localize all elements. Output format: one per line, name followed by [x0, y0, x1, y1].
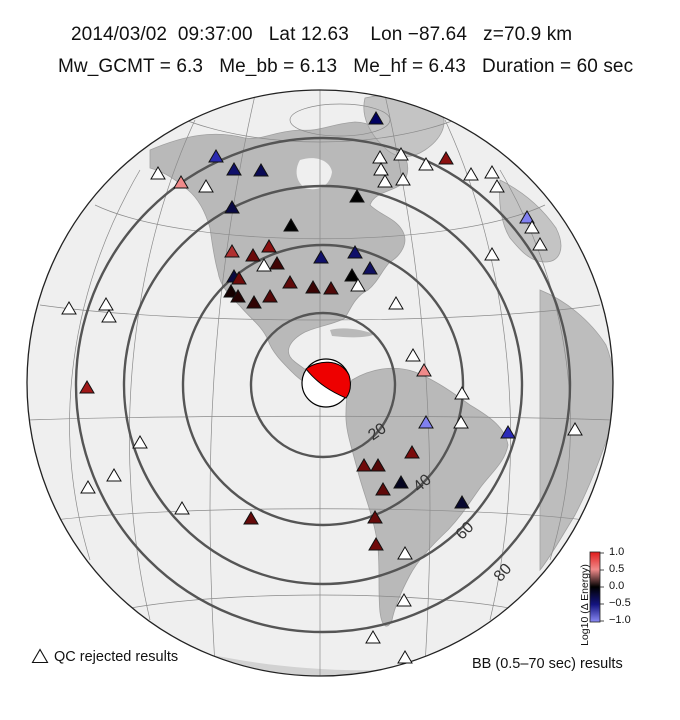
magnitude-info-line: Mw_GCMT = 6.3 Me_bb = 6.13 Me_hf = 6.43 …	[58, 56, 634, 77]
colorbar-tick-label: −0.5	[609, 597, 631, 609]
south-america-landmass	[345, 367, 509, 627]
station-marker	[101, 309, 117, 323]
station-marker	[79, 380, 95, 394]
station-marker	[397, 546, 413, 560]
station-marker	[198, 179, 214, 193]
station-marker	[98, 297, 114, 311]
station-marker	[372, 150, 388, 164]
hudson-bay	[296, 158, 332, 190]
station-marker	[269, 256, 285, 270]
ring-20	[249, 311, 397, 459]
station-marker	[231, 271, 247, 285]
station-marker	[393, 475, 409, 489]
station-marker	[173, 175, 189, 189]
station-marker	[405, 348, 421, 362]
station-marker	[368, 537, 384, 551]
station-marker	[368, 111, 384, 125]
station-marker	[418, 157, 434, 171]
station-marker	[208, 149, 224, 163]
colorbar-title: Log10 (Δ Energy)	[579, 564, 591, 646]
station-marker	[418, 415, 434, 429]
colorbar	[589, 551, 604, 623]
station-markers	[61, 111, 583, 664]
station-marker	[245, 248, 261, 262]
station-marker	[373, 162, 389, 176]
station-marker	[438, 151, 454, 165]
focal-mechanism-beachball	[301, 358, 351, 408]
station-marker	[223, 284, 239, 298]
station-marker	[313, 250, 329, 264]
station-marker	[349, 189, 365, 203]
station-marker	[230, 289, 246, 303]
station-marker	[397, 650, 413, 664]
station-marker	[132, 435, 148, 449]
station-marker	[454, 495, 470, 509]
station-marker	[365, 630, 381, 644]
station-marker	[226, 162, 242, 176]
station-marker	[524, 220, 540, 234]
station-marker	[261, 239, 277, 253]
station-marker	[375, 482, 391, 496]
station-marker	[404, 445, 420, 459]
colorbar-tick-label: 0.0	[609, 580, 625, 592]
station-marker	[484, 165, 500, 179]
station-marker	[395, 172, 411, 186]
station-marker	[262, 289, 278, 303]
station-marker	[532, 237, 548, 251]
caribbean-islands	[330, 328, 375, 338]
qc-rejected-legend-label: QC rejected results	[54, 649, 179, 665]
station-marker	[347, 245, 363, 259]
event-info-line: 2014/03/02 09:37:00 Lat 12.63 Lon −87.64…	[71, 24, 573, 45]
station-marker	[377, 174, 393, 188]
station-marker	[106, 468, 122, 482]
qc-rejected-triangle-icon	[31, 648, 49, 664]
station-marker	[388, 296, 404, 310]
colorbar-tick-label: −1.0	[609, 614, 631, 626]
station-marker	[356, 458, 372, 472]
station-marker	[174, 501, 190, 515]
station-marker	[393, 147, 409, 161]
station-marker	[150, 166, 166, 180]
station-marker	[362, 261, 378, 275]
station-marker	[489, 179, 505, 193]
station-marker	[350, 278, 366, 292]
station-marker	[283, 218, 299, 232]
station-marker	[246, 295, 262, 309]
ring-40	[181, 243, 465, 527]
colorbar-tick-label: 0.5	[609, 563, 625, 575]
station-marker	[323, 281, 339, 295]
station-marker	[416, 363, 432, 377]
station-marker	[500, 425, 516, 439]
station-marker	[243, 511, 259, 525]
station-marker	[454, 386, 470, 400]
station-marker	[80, 480, 96, 494]
distance-rings	[74, 136, 572, 634]
station-marker	[484, 247, 500, 261]
station-marker	[396, 593, 412, 607]
ring-60	[122, 184, 524, 586]
station-marker	[224, 244, 240, 258]
station-marker	[344, 268, 360, 282]
station-marker	[453, 415, 469, 429]
station-marker	[224, 200, 240, 214]
station-marker	[519, 210, 535, 224]
globe-border	[26, 89, 614, 677]
station-marker	[463, 167, 479, 181]
antarctica-landmass	[150, 640, 520, 676]
station-marker	[370, 458, 386, 472]
station-marker	[567, 422, 583, 436]
station-marker	[367, 510, 383, 524]
station-marker	[61, 301, 77, 315]
station-marker	[253, 163, 269, 177]
ring-80	[74, 136, 572, 634]
colorbar-tick-label: 1.0	[609, 546, 625, 558]
station-marker	[256, 258, 272, 272]
station-marker	[305, 280, 321, 294]
station-marker	[282, 275, 298, 289]
results-legend-label: BB (0.5–70 sec) results	[472, 656, 623, 672]
